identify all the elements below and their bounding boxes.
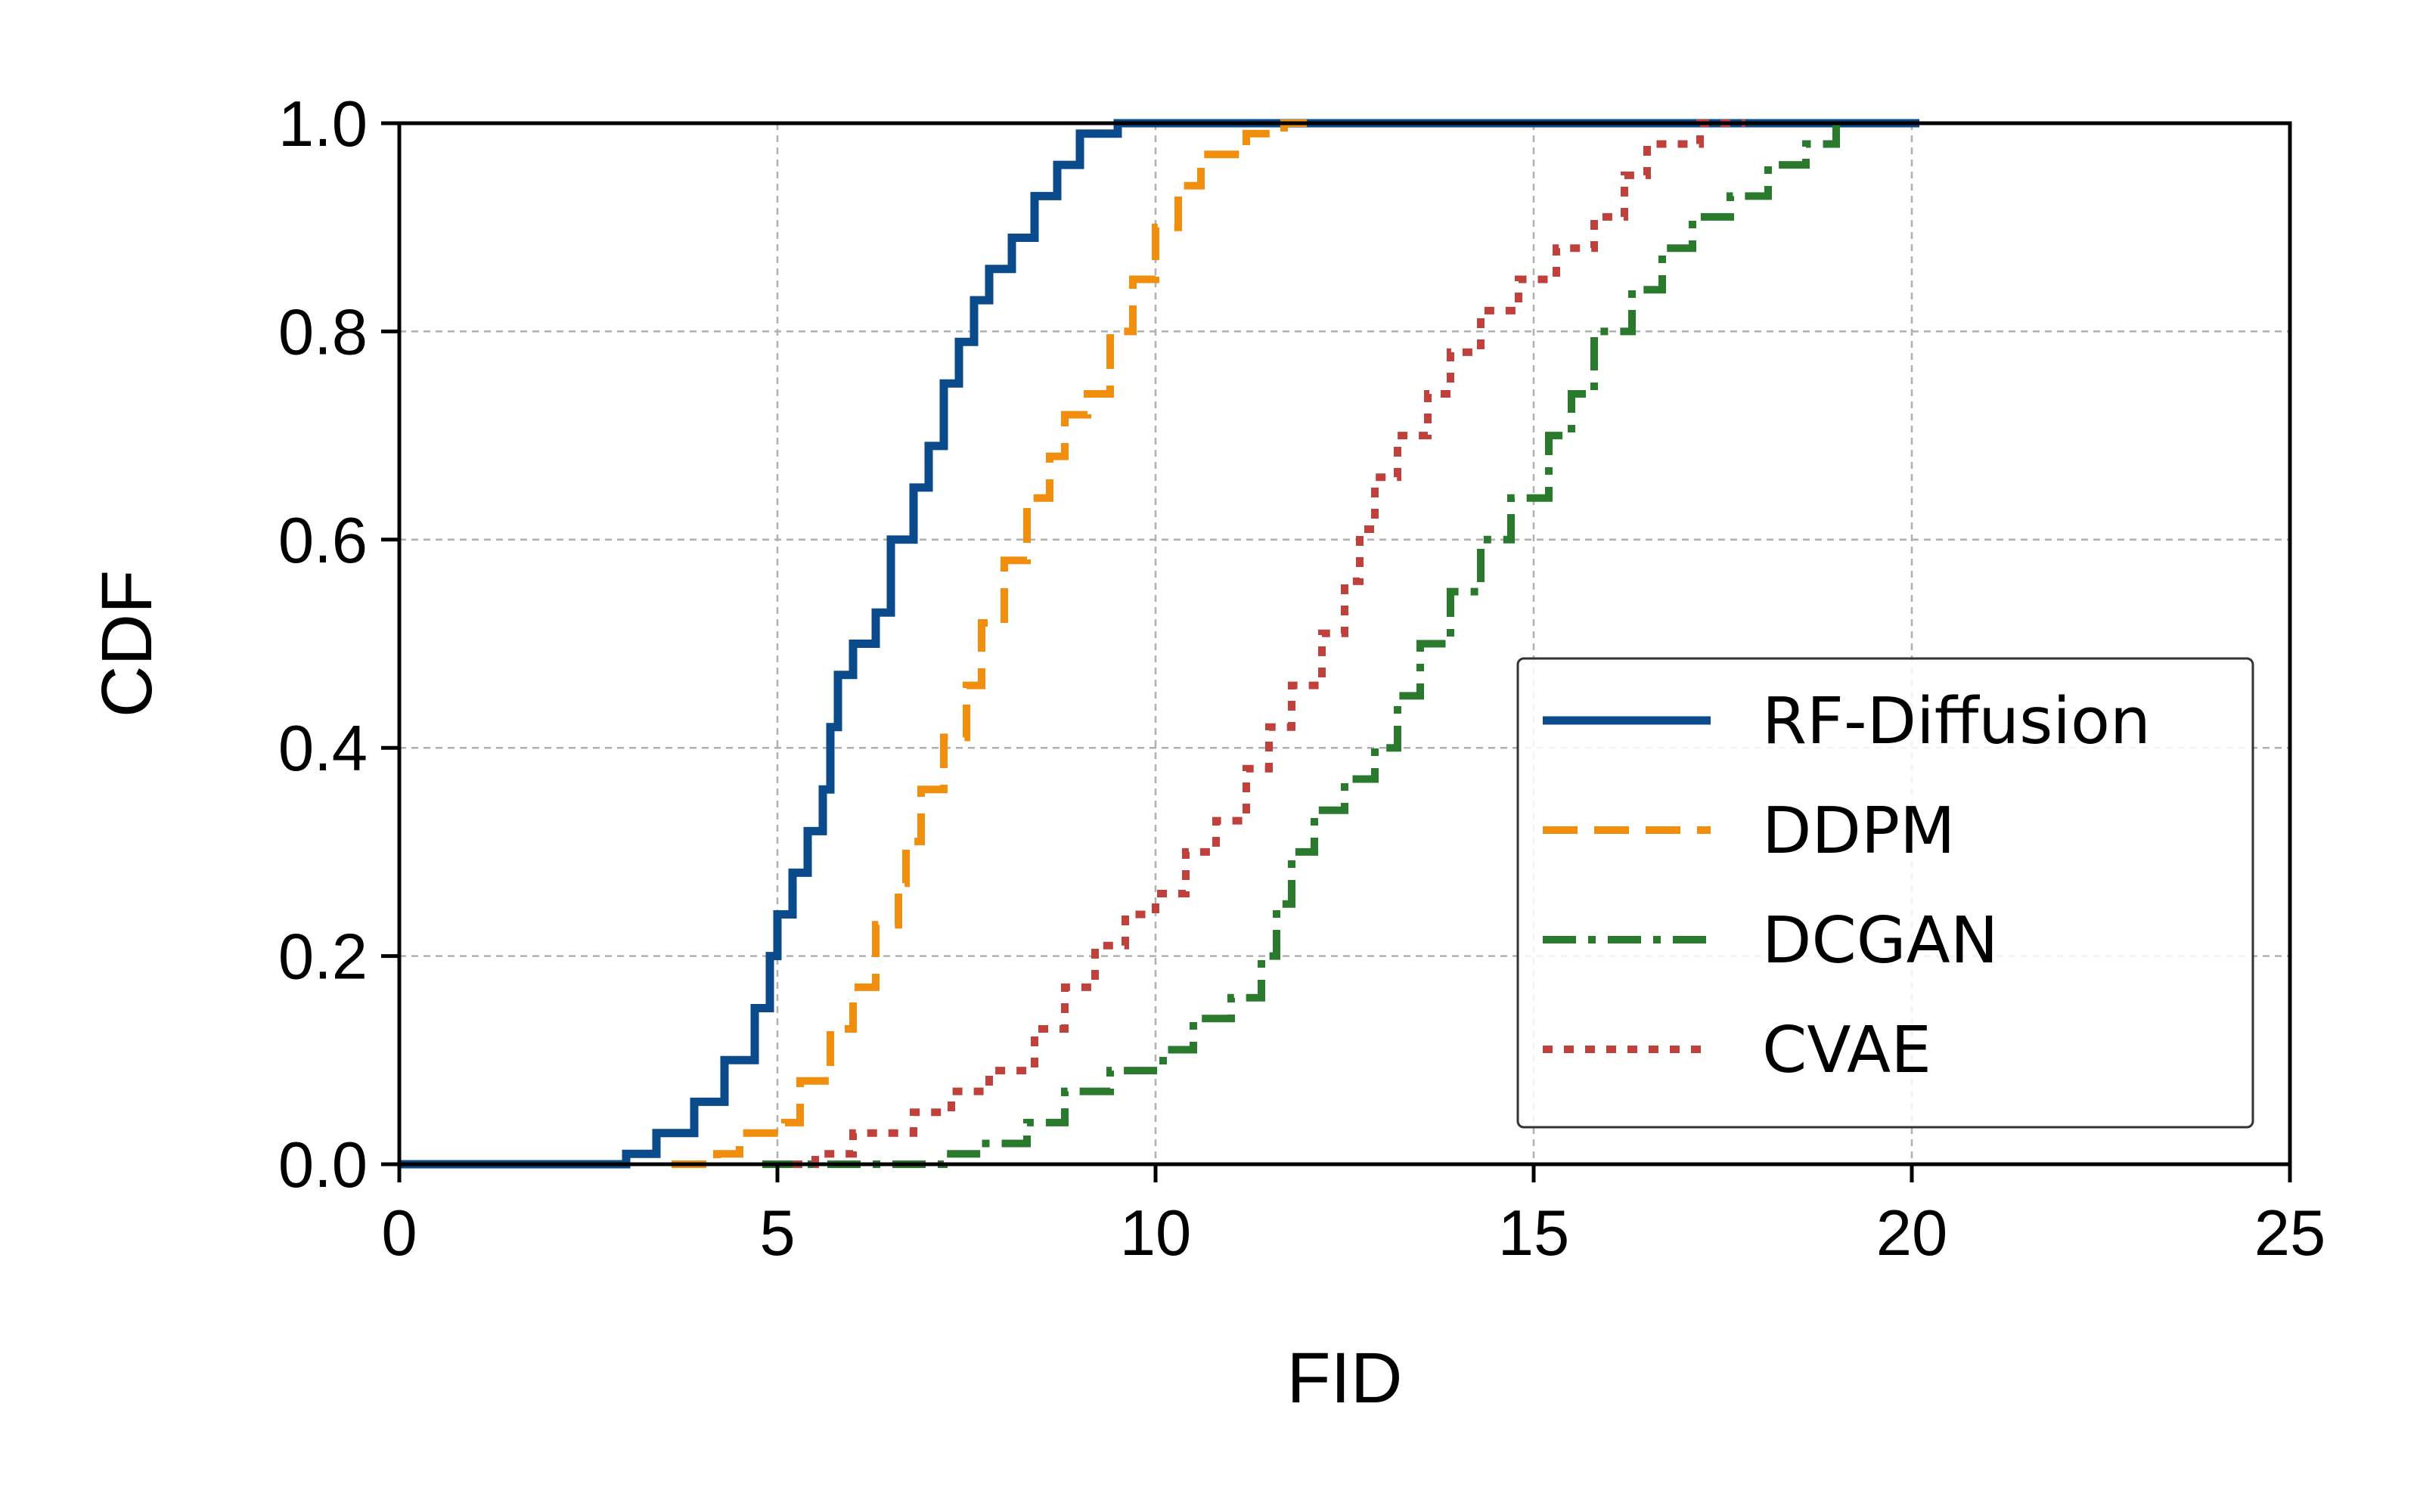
x-tick-label: 10 [1120,1198,1192,1269]
y-tick-label: 0.4 [278,713,368,785]
plot-frame [397,121,2292,1167]
series-line-ddpm [672,119,1307,1168]
y-tick-label: 0.2 [278,922,368,993]
x-tick-label: 0 [381,1198,417,1269]
y-axis-title: CDF [87,570,167,717]
legend-label-rf-diffusion: RF-Diffusion [1762,684,2151,759]
legend-label-cvae: CVAE [1762,1013,1931,1088]
x-tick-label: 15 [1498,1198,1570,1269]
legend-items: RF-Diffusion DDPM DCGAN CVAE [1543,684,2151,1088]
series-line-cvae [793,119,1745,1168]
y-tick-label: 0.6 [278,505,368,577]
legend-label-ddpm: DDPM [1762,794,1956,869]
legend: RF-Diffusion DDPM DCGAN CVAE [1516,657,2254,1129]
x-tick-label: 20 [1876,1198,1948,1269]
y-tick-label: 0.8 [278,296,368,368]
series-line-dcgan [762,123,1840,1168]
series-line-rf-diffusion [399,119,1919,1169]
y-tick-label: 1.0 [278,88,368,160]
y-tick-label: 0.0 [278,1129,368,1201]
series-layer [399,119,1919,1169]
x-axis-title: FID [1286,1338,1402,1418]
legend-label-dcgan: DCGAN [1762,903,1998,978]
x-tick-label: 5 [759,1198,795,1269]
legend-box [1516,657,2254,1129]
x-tick-label: 25 [2254,1198,2326,1269]
tick-layer: 0 5 10 15 20 25 0.0 0.2 0.4 0.6 0.8 1.0 [278,88,2325,1269]
